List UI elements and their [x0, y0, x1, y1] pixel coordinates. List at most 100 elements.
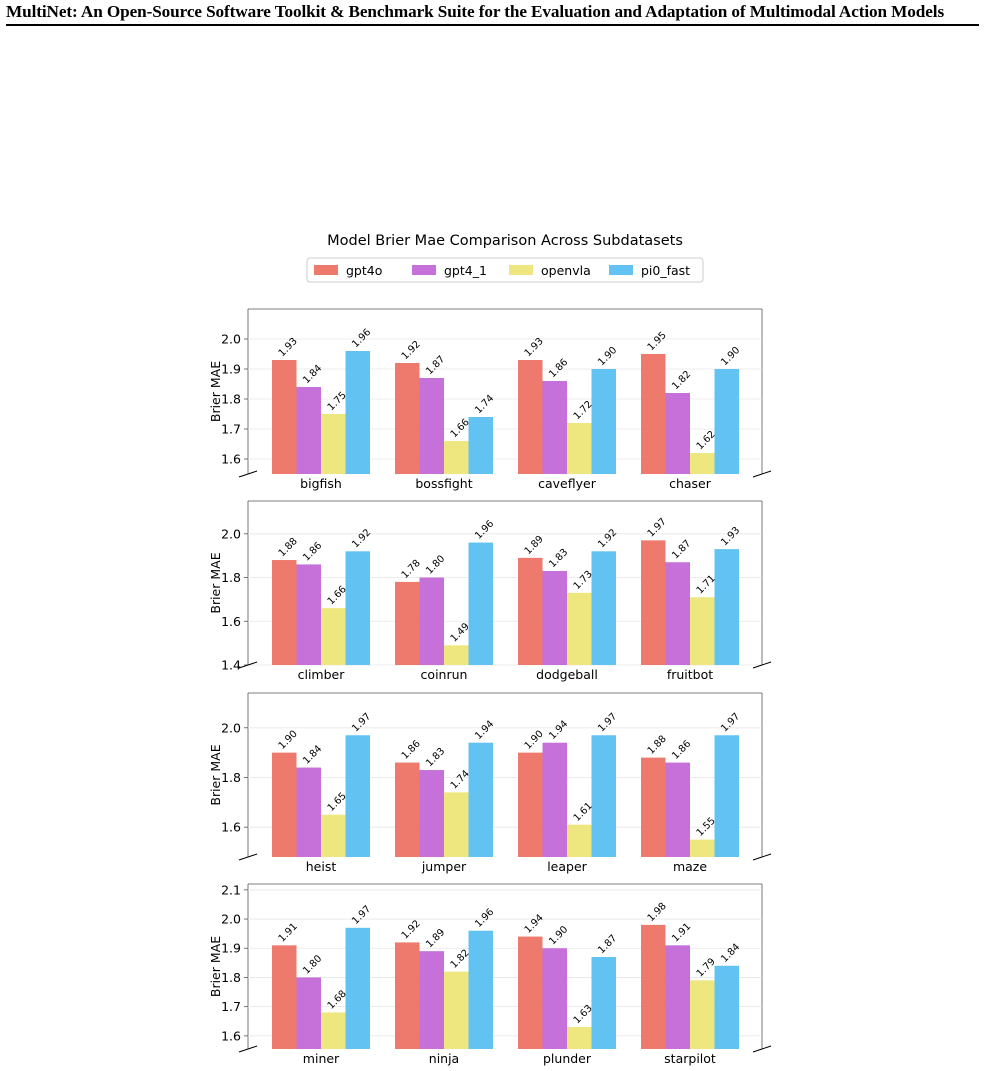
bar-gpt4o-climber	[272, 560, 297, 665]
value-label: 1.80	[301, 953, 324, 976]
y-tick-label: 2.0	[221, 526, 241, 541]
x-category-label: chaser	[669, 476, 712, 491]
value-label: 1.90	[719, 345, 742, 368]
value-label: 1.89	[523, 534, 546, 557]
y-axis-label: Brier MAE	[208, 936, 223, 997]
value-label: 1.97	[719, 711, 742, 734]
y-tick-label: 1.6	[221, 452, 241, 467]
bar-openvla-chaser	[690, 453, 715, 474]
value-label: 1.90	[596, 345, 619, 368]
y-tick-label: 1.8	[221, 970, 241, 985]
bar-gpt4o-heist	[272, 752, 297, 857]
y-tick-label: 1.9	[221, 941, 241, 956]
bar-gpt4o-miner	[272, 945, 297, 1049]
value-label: 1.91	[277, 921, 300, 944]
value-label: 1.97	[350, 711, 373, 734]
bar-pi0_fast-jumper	[468, 742, 493, 857]
y-axis-label: Brier MAE	[208, 361, 223, 422]
value-label: 1.88	[646, 734, 669, 757]
value-label: 1.90	[547, 924, 570, 947]
bar-gpt4_1-leaper	[542, 742, 567, 857]
bar-openvla-bigfish	[321, 414, 346, 474]
value-label: 1.80	[424, 553, 447, 576]
value-label: 1.72	[572, 399, 595, 422]
bar-openvla-fruitbot	[690, 597, 715, 665]
legend-swatch-gpt4_1	[412, 265, 436, 275]
bar-pi0_fast-maze	[714, 735, 739, 857]
value-label: 1.94	[473, 719, 496, 742]
bar-pi0_fast-starpilot	[714, 965, 739, 1049]
bar-openvla-heist	[321, 814, 346, 857]
value-label: 1.87	[424, 354, 447, 377]
x-category-label: ninja	[429, 1051, 459, 1066]
y-tick-label: 1.7	[221, 422, 241, 437]
y-tick-label: 1.7	[221, 999, 241, 1014]
bar-openvla-climber	[321, 608, 346, 665]
axis-break-mark-right	[752, 470, 772, 478]
x-category-label: starpilot	[664, 1051, 716, 1066]
bar-pi0_fast-bigfish	[345, 351, 370, 474]
y-tick-label: 2.0	[221, 720, 241, 735]
value-label: 1.86	[400, 738, 423, 761]
value-label: 1.66	[449, 417, 472, 440]
y-tick-label: 1.8	[221, 570, 241, 585]
axis-break-mark-left	[238, 1045, 258, 1053]
y-tick-label: 1.9	[221, 362, 241, 377]
value-label: 1.92	[596, 527, 619, 550]
value-label: 1.89	[424, 927, 447, 950]
y-tick-label: 1.6	[221, 820, 241, 835]
value-label: 1.83	[547, 547, 570, 570]
x-category-label: caveflyer	[538, 476, 597, 491]
value-label: 1.94	[523, 912, 546, 935]
bar-pi0_fast-miner	[345, 927, 370, 1049]
value-label: 1.91	[670, 921, 693, 944]
axis-break-mark-right	[752, 661, 772, 669]
value-label: 1.92	[350, 527, 373, 550]
legend-swatch-openvla	[509, 265, 533, 275]
bar-pi0_fast-climber	[345, 551, 370, 665]
header-rule	[6, 24, 979, 26]
value-label: 1.96	[473, 518, 496, 541]
chart-panel-3: 1.6 1.8 2.0 Brier MAE 1.90 1.86 1.90 1.88 1.84 1.…	[208, 692, 772, 874]
value-label: 1.82	[670, 369, 693, 392]
bar-pi0_fast-ninja	[468, 930, 493, 1049]
bar-gpt4_1-miner	[296, 977, 321, 1049]
value-label: 1.71	[695, 573, 718, 596]
bar-openvla-caveflyer	[567, 423, 592, 474]
legend-label-openvla: openvla	[541, 263, 591, 278]
bar-gpt4_1-fruitbot	[665, 562, 690, 665]
bar-gpt4_1-chaser	[665, 393, 690, 474]
legend-swatch-pi0_fast	[609, 265, 633, 275]
bar-pi0_fast-chaser	[714, 369, 739, 474]
value-label: 1.73	[572, 569, 595, 592]
legend-label-gpt4o: gpt4o	[346, 263, 382, 278]
value-label: 1.96	[473, 907, 496, 930]
bar-openvla-bossfight	[444, 441, 469, 474]
value-label: 1.75	[326, 390, 349, 413]
bar-gpt4o-plunder	[518, 936, 543, 1049]
value-label: 1.79	[695, 956, 718, 979]
bar-gpt4o-caveflyer	[518, 360, 543, 474]
value-label: 1.92	[400, 339, 423, 362]
bar-pi0_fast-caveflyer	[591, 369, 616, 474]
legend-frame	[306, 257, 704, 283]
value-label: 1.61	[572, 801, 595, 824]
y-tick-label: 2.0	[221, 912, 241, 927]
bar-gpt4_1-jumper	[419, 770, 444, 857]
value-label: 1.98	[646, 901, 669, 924]
legend-swatch-gpt4o	[314, 265, 338, 275]
value-label: 1.66	[326, 584, 349, 607]
y-tick-label: 2.1	[221, 882, 241, 897]
value-label: 1.84	[301, 363, 324, 386]
bar-pi0_fast-coinrun	[468, 542, 493, 665]
x-category-label: bigfish	[300, 476, 342, 491]
value-label: 1.88	[277, 536, 300, 559]
bar-pi0_fast-heist	[345, 735, 370, 857]
figure-title: Model Brier Mae Comparison Across Subdat…	[327, 233, 683, 249]
legend-label-pi0_fast: pi0_fast	[641, 263, 690, 278]
bar-openvla-leaper	[567, 824, 592, 857]
